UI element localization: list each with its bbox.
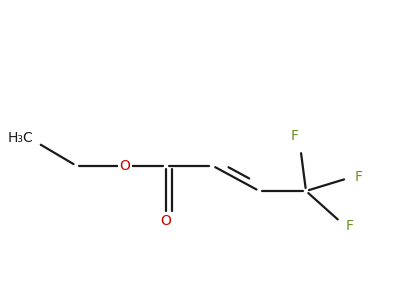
Text: F: F (290, 129, 298, 143)
Text: O: O (119, 159, 130, 173)
Text: F: F (355, 170, 363, 184)
Text: O: O (160, 214, 171, 228)
Text: H₃C: H₃C (8, 132, 34, 145)
Text: F: F (346, 219, 354, 233)
